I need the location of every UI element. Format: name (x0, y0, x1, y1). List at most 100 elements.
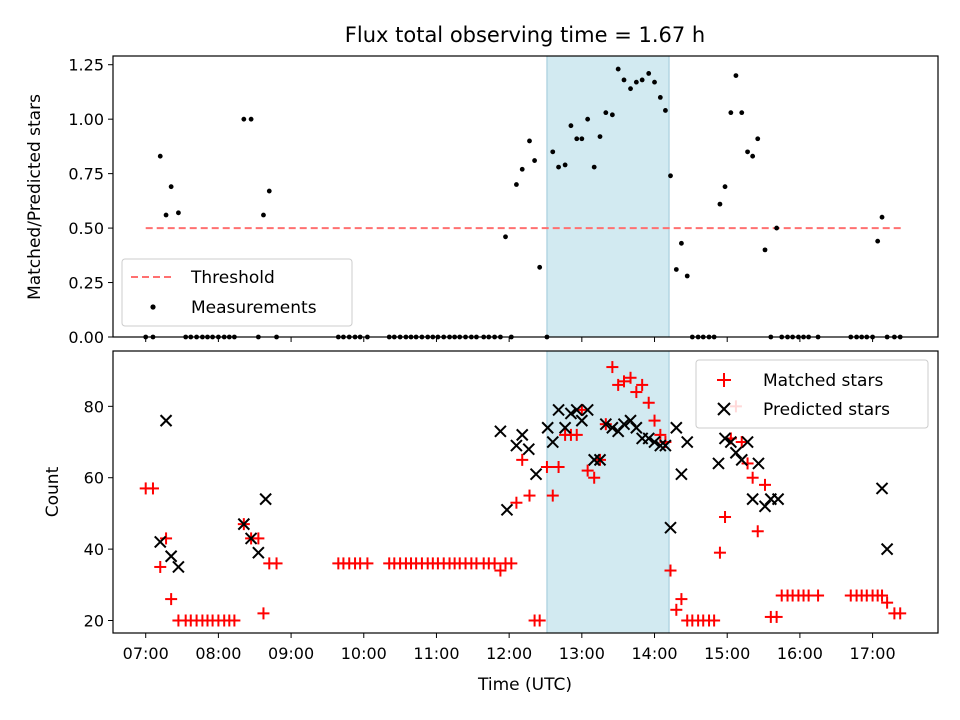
matched-star-point (257, 607, 270, 620)
top-ytick-label: 1.25 (68, 56, 104, 75)
bottom-plot-frame (112, 350, 939, 634)
matched-star-point (540, 461, 553, 474)
top-ytick-label: 1.00 (68, 110, 104, 129)
matched-star-point (270, 557, 283, 570)
measurement-point (628, 86, 633, 92)
bottom-xtick-label: 16:00 (777, 644, 823, 663)
matched-star-point (581, 464, 594, 477)
chart-title: Flux total observing time = 1.67 h (345, 23, 705, 47)
predicted-star-point (244, 532, 258, 545)
predicted-star-point (164, 550, 178, 563)
predicted-star-point (552, 403, 565, 417)
measurement-point (591, 164, 597, 170)
bottom-xtick-label: 12:00 (486, 644, 532, 663)
bottom-xtick-label: 14:00 (631, 644, 677, 663)
matched-star-point (552, 461, 565, 474)
measurement-point (663, 108, 668, 113)
measurement-point (722, 184, 728, 190)
bottom-xtick-label: 11:00 (413, 644, 459, 663)
matched-star-point (881, 596, 894, 609)
matched-star-point (516, 453, 529, 466)
measurement-point (537, 264, 543, 270)
predicted-star-point (546, 435, 559, 449)
measurement-point (514, 182, 519, 187)
measurement-point (684, 273, 690, 279)
predicted-star-point (541, 421, 554, 434)
top-highlight-span (546, 55, 670, 338)
matched-star-point (630, 386, 643, 399)
predicted-star-point (681, 435, 694, 449)
matched-star-point (675, 593, 688, 606)
predicted-star-point (516, 428, 529, 442)
matched-star-point (654, 428, 667, 441)
predicted-star-point (510, 439, 523, 452)
predicted-star-point (771, 492, 785, 506)
predicted-star-point (664, 521, 677, 534)
matched-star-point (894, 607, 907, 620)
matched-star-point (533, 614, 546, 627)
matched-star-point (670, 603, 683, 616)
predicted-star-point (587, 453, 601, 467)
top-ylabel: Matched/Predicted stars (25, 94, 45, 300)
predicted-star-point (237, 517, 251, 531)
predicted-star-point (642, 432, 655, 445)
measurement-point (615, 66, 621, 72)
predicted-star-point (648, 435, 661, 449)
matched-star-point (361, 557, 374, 570)
matched-star-point (488, 557, 501, 570)
predicted-star-point (252, 546, 265, 559)
predicted-star-point (746, 492, 759, 506)
predicted-star-point (159, 414, 173, 427)
predicted-star-point (880, 542, 894, 556)
matched-star-point (494, 564, 507, 577)
measurement-point (503, 234, 508, 240)
predicted-star-point (718, 432, 732, 445)
bottom-ytick-label: 80 (84, 397, 104, 416)
measurement-point (597, 134, 603, 139)
predicted-star-point (599, 417, 613, 431)
measurement-point (241, 116, 247, 122)
predicted-star-point (712, 457, 725, 470)
predicted-star-point (630, 421, 643, 434)
predicted-star-point (670, 421, 683, 434)
bottom-panel: 20 40 60 80 07:00 08:00 09:00 10:00 11:00 12:00 1… (43, 350, 939, 695)
matched-star-point (165, 593, 178, 606)
measurement-point (679, 240, 684, 246)
measurement-point (562, 162, 568, 168)
measurement-point (657, 94, 663, 100)
measurement-point (762, 247, 768, 253)
predicted-star-point (606, 421, 619, 434)
measurements-legend-symbol (150, 304, 156, 310)
predicted-star-point (500, 503, 514, 517)
measurement-point (739, 110, 745, 116)
bottom-xtick-label: 10:00 (341, 644, 387, 663)
predicted-star-point (875, 482, 889, 495)
measurement-point (733, 73, 739, 79)
matched-star-point (228, 614, 241, 627)
measurement-point (574, 136, 580, 142)
predicted-star-point (575, 414, 589, 427)
predicted-star-point (259, 492, 272, 506)
matched-star-point (735, 436, 748, 449)
matched-star-point (624, 371, 637, 384)
matched-star-point (876, 589, 889, 602)
top-ytick-label: 0.50 (68, 219, 104, 238)
measurement-point (875, 238, 881, 244)
measurement-point (556, 164, 561, 170)
matched-star-point (505, 557, 518, 570)
matched-star-point (642, 396, 655, 409)
matched-star-point (523, 489, 536, 502)
bottom-ytick-label: 60 (84, 469, 104, 488)
bottom-xtick-label: 15:00 (704, 644, 750, 663)
measurement-point (585, 116, 591, 122)
top-ytick-label: 0.25 (68, 274, 104, 293)
top-ytick-label: 0.00 (68, 328, 104, 347)
measurement-point (879, 214, 885, 220)
matched-star-point (759, 478, 772, 491)
matched-star-point (546, 489, 559, 502)
measurement-point (248, 116, 254, 122)
matched-star-point (713, 546, 726, 559)
measurement-point (163, 212, 169, 218)
matched-star-point (570, 428, 583, 441)
matched-legend-symbol (717, 373, 731, 387)
